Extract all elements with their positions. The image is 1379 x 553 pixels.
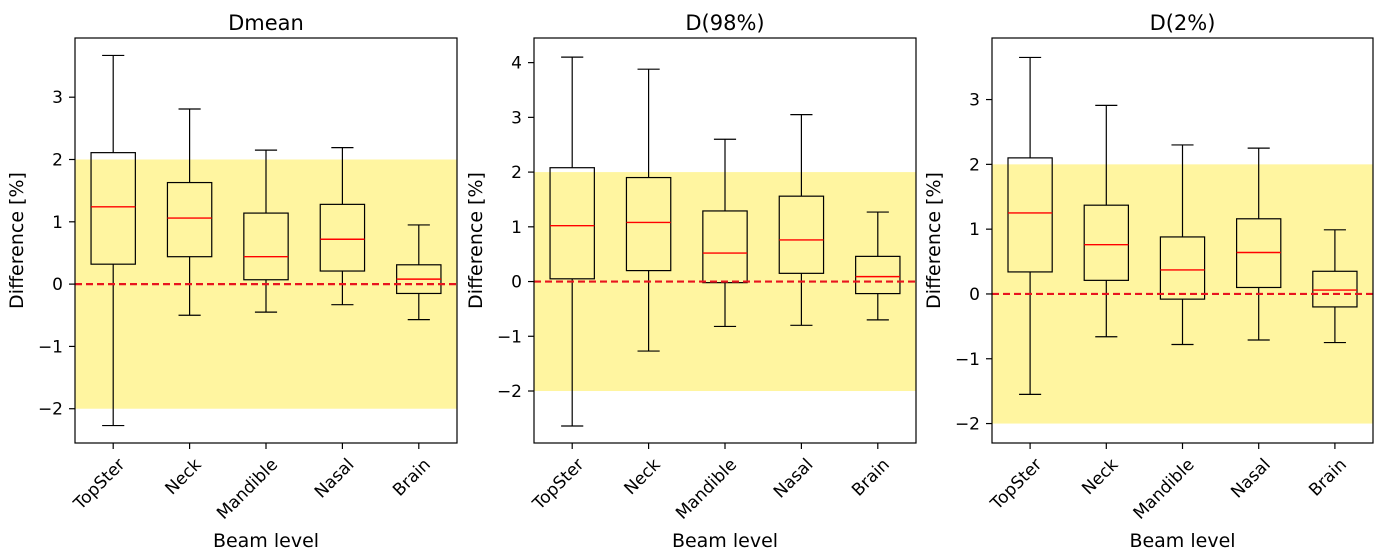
x-tick-label: Neck [1078, 455, 1122, 499]
box-topster [1007, 56, 1053, 395]
y-tick-label: 1 [52, 213, 63, 233]
x-tick-label: TopSter [69, 455, 129, 515]
y-tick-label: 4 [511, 54, 522, 74]
y-tick-label: −2 [497, 382, 522, 402]
y-tick-label: 1 [511, 218, 522, 238]
box-mandible [1159, 144, 1206, 346]
y-tick-label: 0 [52, 275, 63, 295]
x-tick-label: Mandible [213, 455, 282, 524]
x-axis-label: Beam level [1129, 530, 1235, 552]
box-neck [1083, 104, 1129, 338]
x-tick-label: TopSter [986, 455, 1046, 515]
y-tick-label: −2 [955, 415, 980, 435]
box-nasal [778, 114, 825, 326]
x-tick-label: Brain [389, 455, 435, 501]
x-tick-label: Brain [1305, 455, 1351, 501]
y-tick-label: 2 [969, 155, 980, 175]
box-topster [549, 56, 595, 427]
box-iqr [1007, 157, 1053, 273]
box-iqr [1159, 236, 1206, 300]
x-tick-label: Mandible [672, 455, 741, 524]
box-iqr [166, 181, 213, 258]
y-tick-label: 1 [969, 220, 980, 240]
x-tick-label: Neck [162, 455, 206, 499]
chart-title: D(2%) [1150, 11, 1216, 35]
y-tick-label: −1 [38, 337, 63, 357]
box-iqr [243, 212, 289, 281]
y-axis-label: Difference [%] [6, 172, 28, 309]
y-tick-label: 0 [511, 273, 522, 293]
box-iqr [778, 195, 825, 274]
x-tick-label: Brain [848, 455, 894, 501]
box-iqr [855, 255, 901, 295]
panel-1: −2 −1 0 1 2 3 TopSter Neck Mandible Nasal Brain Dme… [6, 11, 458, 552]
box-iqr [319, 203, 366, 272]
y-tick-label: 2 [511, 163, 522, 183]
x-axis-label: Beam level [213, 530, 319, 552]
box-iqr [1312, 270, 1358, 308]
x-tick-label: Neck [621, 455, 665, 499]
box-mandible [243, 149, 289, 313]
y-axis-label: Difference [%] [923, 172, 945, 309]
x-tick-label: Mandible [1130, 455, 1199, 524]
box-brain [396, 224, 442, 321]
box-neck [166, 108, 213, 316]
chart-title: Dmean [228, 11, 304, 35]
box-nasal [1236, 147, 1282, 341]
box-iqr [549, 167, 595, 280]
y-tick-label: 3 [511, 108, 522, 128]
x-tick-label: Nasal [1227, 455, 1274, 502]
x-axis-label: Beam level [672, 530, 778, 552]
box-topster [90, 54, 136, 427]
box-brain [855, 211, 901, 321]
y-tick-label: 0 [969, 285, 980, 305]
x-tick-label: Nasal [770, 455, 817, 502]
box-iqr [1083, 204, 1129, 281]
box-nasal [319, 147, 366, 306]
y-tick-label: 2 [52, 151, 63, 171]
x-tick-label: Nasal [311, 455, 358, 502]
box-iqr [625, 176, 672, 272]
y-tick-label: −1 [955, 350, 980, 370]
chart-title: D(98%) [685, 11, 764, 35]
panel-2: −2 −1 0 1 2 3 4 TopSter Neck Mandible Nasal Brain D(… [465, 11, 917, 552]
y-tick-label: −1 [497, 327, 522, 347]
y-tick-label: 3 [52, 88, 63, 108]
y-axis-label: Difference [%] [465, 172, 487, 309]
y-tick-label: −2 [38, 400, 63, 420]
x-tick-label: TopSter [528, 455, 588, 515]
box-brain [1312, 229, 1358, 344]
panel-3: −2 −1 0 1 2 3 TopSter Neck Mandible Nasal Brain D(2… [923, 11, 1374, 552]
y-tick-label: 3 [969, 91, 980, 111]
box-iqr [90, 152, 136, 265]
box-neck [625, 68, 672, 352]
